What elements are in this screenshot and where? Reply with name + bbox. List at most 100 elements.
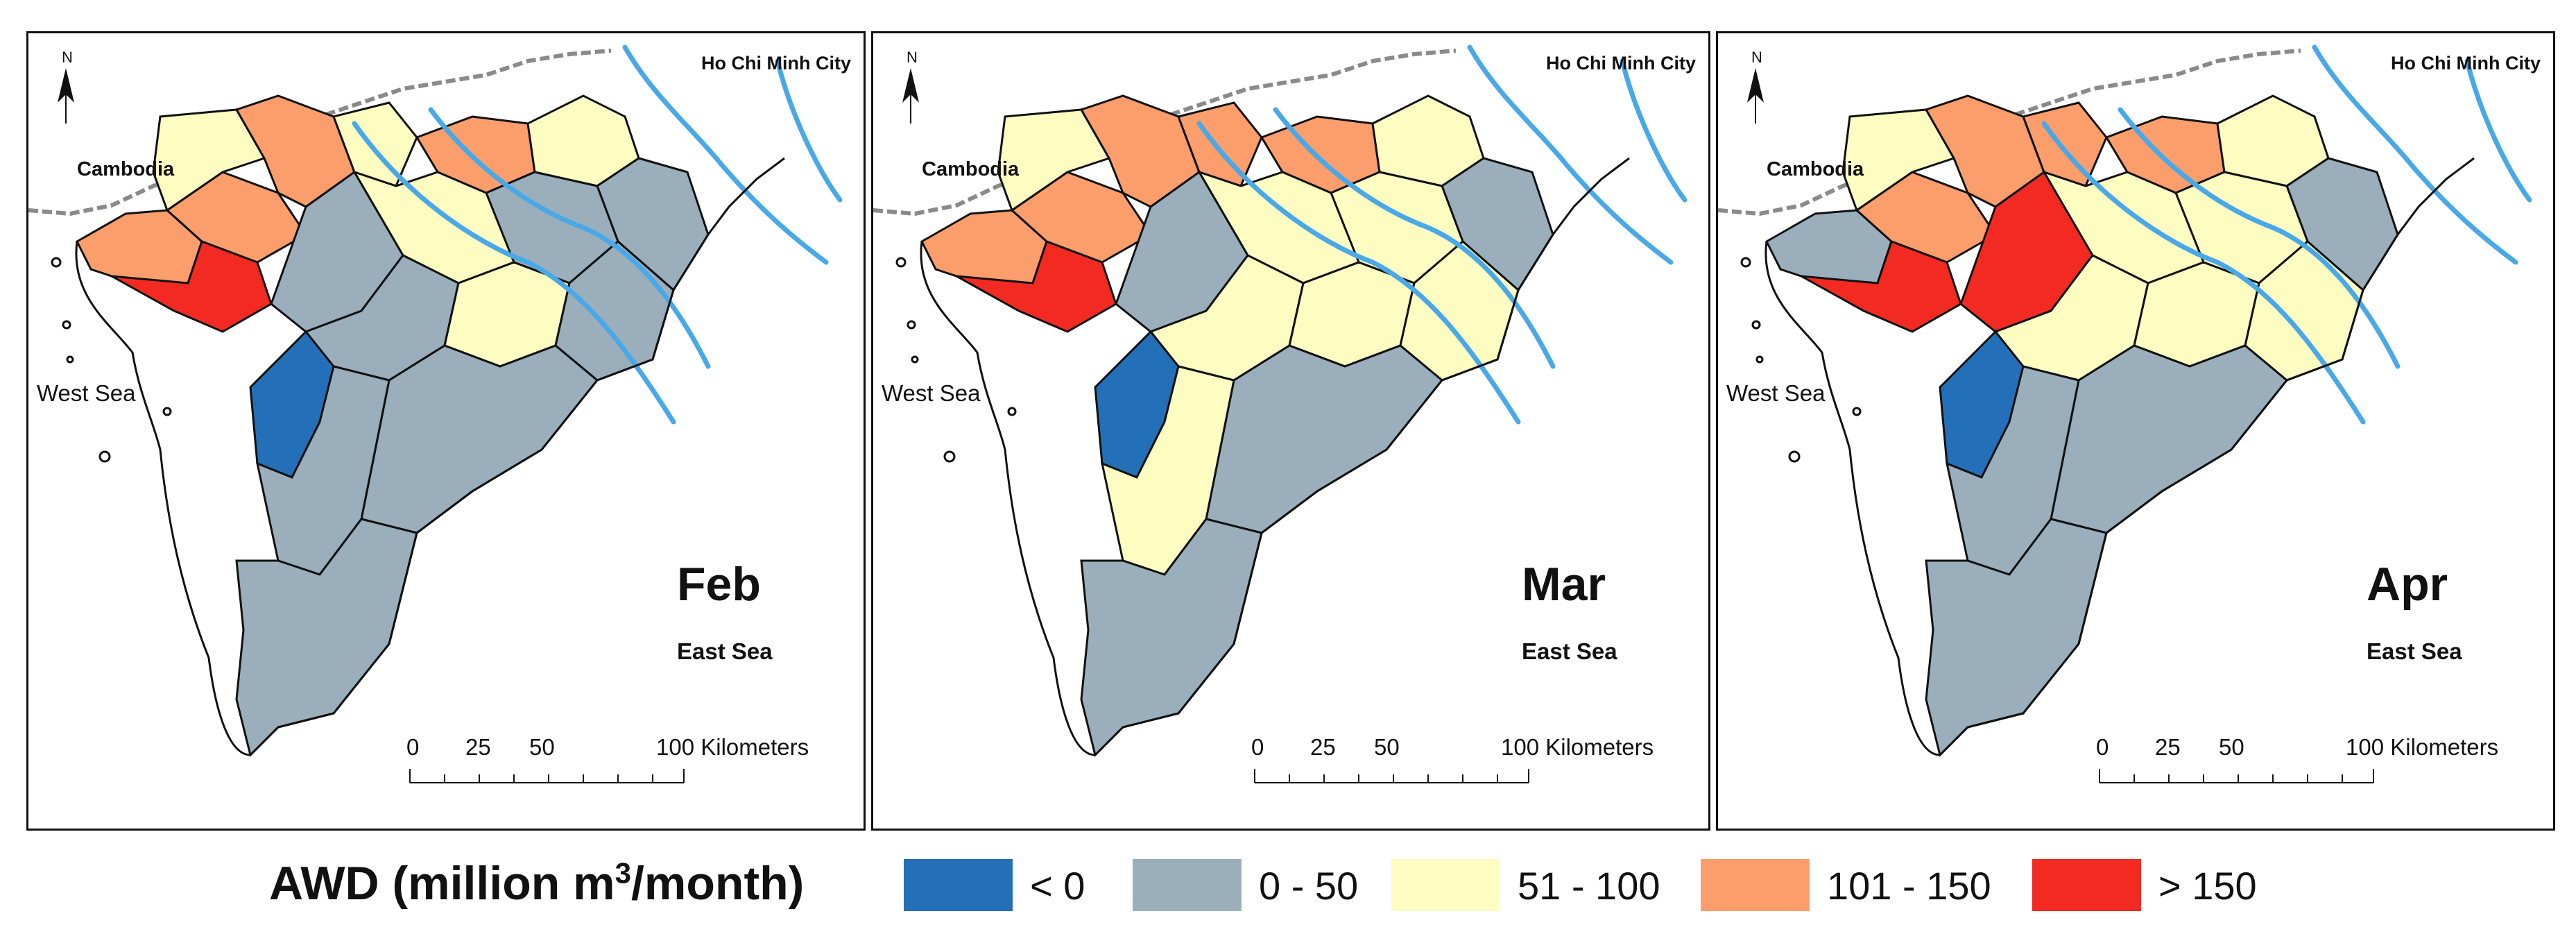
river-4 bbox=[2464, 58, 2532, 203]
islands bbox=[1740, 257, 1862, 463]
map-panel-apr: N Ho Chi Minh City Cambodia West Sea Apr… bbox=[1716, 31, 2555, 831]
scale-bar bbox=[2099, 769, 2374, 783]
map-panel-feb: N Ho Chi Minh City Cambodia West Sea Feb… bbox=[26, 31, 866, 831]
rivers bbox=[2041, 44, 2532, 425]
island bbox=[1751, 320, 1761, 330]
river-2 bbox=[2118, 107, 2401, 369]
north-arrow: N bbox=[902, 49, 919, 124]
island bbox=[1755, 355, 1764, 364]
west-sea-label: West Sea bbox=[882, 380, 981, 406]
scale-tick-0: 0 bbox=[406, 734, 420, 760]
islands bbox=[895, 257, 1017, 463]
month-label: Mar bbox=[1522, 558, 1606, 611]
island bbox=[51, 257, 62, 268]
island bbox=[911, 355, 919, 364]
north-arrow-head bbox=[1747, 68, 1764, 103]
legend-label-cat-51-100: 51 - 100 bbox=[1518, 864, 1660, 908]
east-sea-label: East Sea bbox=[1522, 638, 1617, 664]
north-arrow-head bbox=[58, 68, 74, 103]
legend-swatch-cat-101-150 bbox=[1701, 859, 1810, 911]
month-label: Apr bbox=[2367, 558, 2448, 611]
islands bbox=[51, 257, 172, 463]
legend-title-sup: 3 bbox=[615, 856, 632, 890]
island bbox=[98, 450, 111, 463]
delta-map: N bbox=[28, 44, 843, 757]
island bbox=[1852, 407, 1862, 416]
regions bbox=[1765, 94, 2399, 757]
scale-tick-50: 50 bbox=[2219, 734, 2244, 760]
scale-tick-50: 50 bbox=[1374, 734, 1400, 760]
legend-swatch-cat-0-50 bbox=[1133, 859, 1242, 911]
river-4 bbox=[1620, 58, 1688, 203]
legend-label-cat-negative: < 0 bbox=[1030, 864, 1085, 908]
city-label: Ho Chi Minh City bbox=[1546, 53, 1696, 74]
river-1 bbox=[352, 121, 676, 425]
region-2 bbox=[111, 240, 273, 333]
island bbox=[1740, 257, 1751, 268]
map-panel-mar: N Ho Chi Minh City Cambodia West Sea Mar… bbox=[871, 31, 1710, 831]
rivers bbox=[1196, 44, 1688, 425]
island bbox=[1007, 407, 1017, 416]
legend-swatch-cat-150-plus bbox=[2032, 859, 2141, 911]
scale-bar bbox=[409, 769, 685, 783]
cambodia-label: Cambodia bbox=[77, 158, 175, 180]
legend-title-end: /month) bbox=[631, 857, 805, 910]
scale-tick-100: 100 Kilometers bbox=[2346, 734, 2499, 760]
north-arrow: N bbox=[1747, 49, 1764, 124]
island bbox=[66, 355, 74, 364]
river-3 bbox=[2312, 44, 2518, 265]
scale-tick-25: 25 bbox=[465, 734, 491, 760]
river-4 bbox=[775, 58, 843, 203]
scale-tick-50: 50 bbox=[529, 734, 555, 760]
river-3 bbox=[1467, 44, 1674, 265]
cambodia-label: Cambodia bbox=[1767, 158, 1864, 180]
month-label: Feb bbox=[677, 558, 761, 611]
island bbox=[907, 320, 916, 330]
region-2 bbox=[1801, 240, 1962, 333]
scale-tick-25: 25 bbox=[1310, 734, 1336, 760]
scale-tick-25: 25 bbox=[2155, 734, 2181, 760]
city-label: Ho Chi Minh City bbox=[701, 53, 851, 74]
scale-bar bbox=[1254, 769, 1529, 783]
island bbox=[62, 320, 71, 330]
island bbox=[943, 450, 956, 463]
scale-tick-0: 0 bbox=[1251, 734, 1264, 760]
scale-tick-100: 100 Kilometers bbox=[1501, 734, 1654, 760]
legend-label-cat-0-50: 0 - 50 bbox=[1259, 864, 1359, 908]
delta-map: N bbox=[1718, 44, 2532, 757]
river-1 bbox=[2041, 121, 2366, 425]
north-letter: N bbox=[62, 49, 73, 66]
legend-label-cat-150-plus: > 150 bbox=[2158, 864, 2257, 908]
delta-map: N bbox=[873, 44, 1688, 757]
regions bbox=[920, 94, 1554, 757]
east-sea-label: East Sea bbox=[677, 638, 773, 664]
river-3 bbox=[622, 44, 829, 265]
legend-title: AWD (million m3/month) bbox=[269, 856, 804, 910]
island bbox=[1788, 450, 1801, 463]
north-letter: N bbox=[1751, 49, 1762, 66]
cambodia-label: Cambodia bbox=[922, 158, 1020, 180]
island bbox=[162, 407, 172, 416]
north-arrow: N bbox=[58, 49, 74, 124]
east-sea-label: East Sea bbox=[2367, 638, 2462, 664]
regions bbox=[76, 94, 710, 757]
west-sea-label: West Sea bbox=[37, 380, 136, 406]
city-label: Ho Chi Minh City bbox=[2391, 53, 2541, 74]
legend-swatch-cat-51-100 bbox=[1391, 859, 1500, 911]
west-sea-label: West Sea bbox=[1726, 380, 1826, 406]
legend-swatch-cat-negative bbox=[904, 859, 1013, 911]
coastline bbox=[75, 157, 785, 756]
river-1 bbox=[1196, 121, 1521, 425]
north-arrow-head bbox=[902, 68, 919, 103]
coastline bbox=[920, 157, 1630, 756]
north-letter: N bbox=[907, 49, 918, 66]
scale-tick-100: 100 Kilometers bbox=[656, 734, 809, 760]
island bbox=[895, 257, 907, 268]
region-2 bbox=[956, 240, 1117, 333]
legend-title-main: AWD (million m bbox=[269, 857, 615, 910]
scale-tick-0: 0 bbox=[2096, 734, 2109, 760]
rivers bbox=[352, 44, 843, 425]
legend-label-cat-101-150: 101 - 150 bbox=[1827, 864, 1991, 908]
river-2 bbox=[1273, 107, 1556, 369]
coastline bbox=[1764, 157, 2475, 756]
